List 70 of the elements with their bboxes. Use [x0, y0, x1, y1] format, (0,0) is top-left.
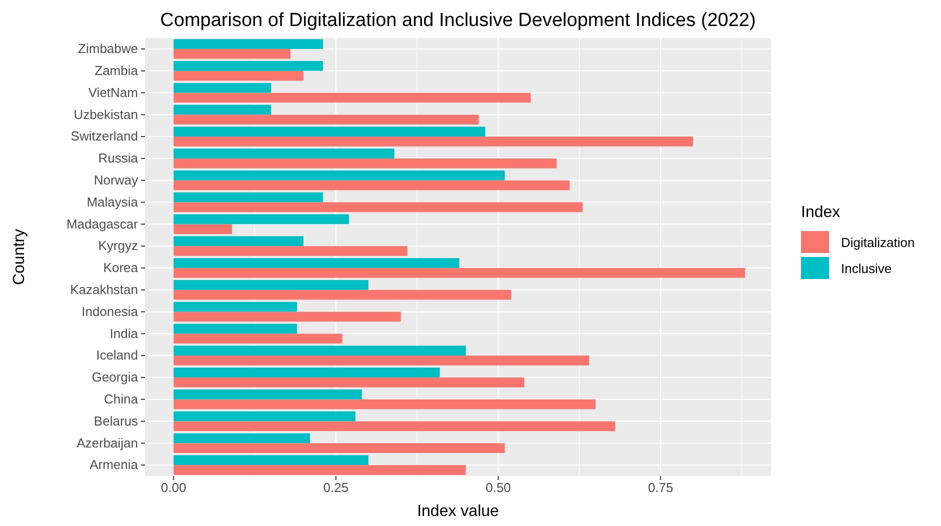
- y-tick-label: Kazakhstan: [70, 282, 138, 298]
- bar: [174, 246, 408, 256]
- legend-label: Digitalization: [841, 235, 915, 250]
- bar: [174, 399, 596, 410]
- legend-label: Inclusive: [841, 261, 892, 276]
- bar: [174, 192, 323, 202]
- bar: [174, 180, 570, 190]
- bar: [174, 346, 466, 356]
- bar: [174, 312, 401, 322]
- y-tick-label: India: [110, 326, 139, 341]
- y-tick-label: Georgia: [92, 370, 139, 385]
- bar: [174, 202, 583, 212]
- bar: [174, 60, 323, 71]
- bar: [174, 114, 479, 125]
- bar: [174, 236, 304, 246]
- bar: [174, 377, 524, 388]
- y-tick-label: Madagascar: [66, 216, 139, 232]
- bar: [174, 39, 323, 49]
- x-axis-title: Index value: [417, 503, 500, 520]
- bar: [174, 268, 746, 278]
- bar: [174, 421, 616, 432]
- x-tick-label: 0.50: [486, 480, 511, 496]
- bar: [174, 411, 356, 422]
- bar: [174, 158, 557, 168]
- bar: [174, 280, 368, 290]
- bar: [174, 465, 466, 475]
- bar: [174, 334, 342, 344]
- bar: [174, 214, 349, 224]
- x-tick-label: 0.25: [323, 480, 349, 496]
- bar: [174, 92, 531, 103]
- y-tick-label: Malaysia: [86, 194, 139, 210]
- bar: [174, 455, 368, 466]
- x-tick-label: 0.00: [160, 480, 186, 496]
- x-tick-label: 0.75: [648, 480, 674, 496]
- y-tick-label: Zambia: [94, 63, 139, 78]
- chart-title: Comparison of Digitalization and Inclusive Development Indices (2022): [160, 10, 756, 31]
- y-tick-label: Azerbaijan: [76, 435, 138, 450]
- bar: [174, 126, 486, 137]
- bar: [174, 302, 297, 312]
- bar: [174, 443, 505, 454]
- bar: [174, 324, 297, 334]
- y-tick-label: Indonesia: [82, 304, 139, 319]
- bar: [174, 136, 694, 146]
- bar: [174, 70, 304, 81]
- y-tick-label: Kyrgyz: [98, 238, 138, 254]
- bar: [174, 82, 271, 93]
- y-tick-label: Russia: [98, 150, 139, 166]
- y-tick-label: Norway: [94, 172, 138, 188]
- y-tick-label: Belarus: [94, 413, 138, 428]
- bar: [174, 104, 271, 115]
- y-tick-label: Iceland: [96, 348, 138, 363]
- bar: [174, 356, 590, 366]
- bar: [174, 48, 290, 59]
- bar: [174, 224, 232, 234]
- y-tick-label: VietNam: [88, 84, 138, 100]
- bar: [174, 433, 310, 444]
- bar: [174, 389, 362, 400]
- y-tick-label: Zimbabwe: [78, 41, 138, 56]
- bar: [174, 368, 440, 378]
- bar: [174, 170, 505, 180]
- y-tick-label: Switzerland: [70, 128, 138, 144]
- y-tick-label: Korea: [103, 260, 139, 276]
- bar: [174, 148, 394, 158]
- y-axis-title: Country: [11, 228, 28, 286]
- y-tick-label: China: [104, 392, 139, 407]
- bar: [174, 258, 460, 268]
- y-tick-label: Armenia: [90, 457, 139, 472]
- legend-title: Index: [801, 204, 840, 221]
- bar: [174, 290, 512, 300]
- y-tick-label: Uzbekistan: [74, 106, 138, 122]
